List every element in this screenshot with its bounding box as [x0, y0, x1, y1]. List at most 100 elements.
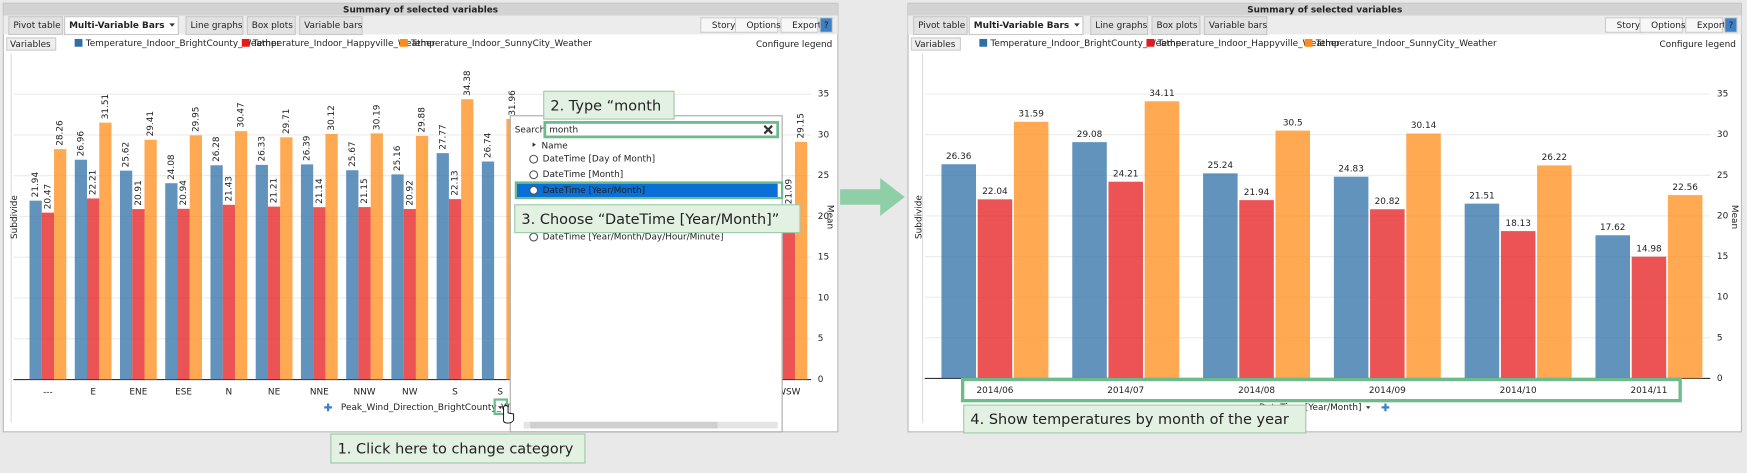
tab[interactable]: [246, 16, 296, 36]
bar: [165, 183, 178, 380]
radio[interactable]: [529, 232, 539, 242]
toolbar-button-label: Options: [746, 21, 781, 31]
tab[interactable]: [64, 16, 179, 36]
toolbar-button[interactable]: [819, 17, 833, 33]
toolbar-button[interactable]: [1639, 17, 1683, 33]
configure-legend[interactable]: Configure legend: [1660, 40, 1736, 50]
x-tick-label: WSW: [777, 387, 800, 397]
y-tick-label: 20: [1717, 211, 1729, 221]
bar: [782, 207, 795, 380]
value-label: 21.09: [784, 178, 794, 204]
bar: [119, 170, 133, 380]
clear-icon[interactable]: [763, 124, 773, 135]
search-label: Search:: [515, 126, 549, 136]
bar: [99, 122, 112, 380]
option-label[interactable]: DateTime [Year/Month/Day/Hour/Minute]: [543, 233, 724, 243]
x-axis-label[interactable]: DateTime [Year/Month]: [1259, 403, 1362, 413]
tab-label: Variable bars: [1209, 21, 1268, 31]
bar: [1108, 181, 1144, 379]
value-label: 24.83: [1338, 164, 1363, 174]
radio[interactable]: [529, 170, 539, 180]
bar: [1537, 165, 1572, 379]
x-tick-label: E: [90, 387, 96, 397]
value-label: 29.15: [797, 113, 807, 138]
y-tick-label: 0: [818, 375, 824, 385]
option-label[interactable]: DateTime [Year/Month]: [543, 186, 646, 196]
bar: [1464, 203, 1500, 379]
y-tick-label: 15: [1717, 252, 1728, 262]
callout-text: 1. Click here to change category: [338, 442, 574, 458]
x-tick-label: ESE: [175, 387, 192, 397]
variables-button[interactable]: [910, 37, 961, 51]
dropdown-caret[interactable]: [498, 406, 503, 410]
toolbar-button-label: Story: [712, 21, 736, 31]
value-label: 29.88: [418, 107, 428, 133]
tab-label: Multi-Variable Bars: [974, 21, 1069, 31]
value-label: 29.95: [191, 107, 201, 132]
bar: [41, 212, 55, 380]
configure-legend[interactable]: Configure legend: [756, 40, 832, 50]
bar: [1013, 121, 1049, 379]
value-label: 31.51: [101, 94, 111, 119]
variables-button[interactable]: [6, 37, 57, 51]
arrow: [840, 178, 905, 216]
bar: [1072, 142, 1107, 379]
tab[interactable]: [8, 16, 63, 36]
bar: [370, 133, 383, 380]
tab[interactable]: [185, 16, 244, 36]
value-label: 31.96: [508, 90, 518, 116]
value-label: 21.14: [315, 178, 325, 204]
search-input[interactable]: [543, 121, 780, 139]
x-tick-label: 2014/08: [1238, 386, 1275, 396]
tab[interactable]: [1151, 16, 1201, 36]
tab[interactable]: [913, 16, 968, 36]
bar: [436, 153, 449, 380]
tab-caret: [1074, 23, 1080, 27]
tab-label: Pivot table: [918, 21, 965, 31]
bar: [189, 135, 202, 380]
search-query: month: [549, 126, 578, 136]
cursor: [503, 405, 515, 424]
bar: [313, 207, 326, 380]
value-label: 26.36: [946, 152, 972, 162]
bar: [1144, 101, 1180, 379]
toolbar-button-label: ?: [1729, 21, 1734, 31]
toolbar-button[interactable]: [1685, 17, 1724, 33]
value-label: 20.82: [1375, 197, 1400, 207]
bar: [267, 206, 281, 380]
add-icon[interactable]: [1381, 403, 1390, 412]
toolbar-button[interactable]: [734, 17, 779, 33]
bar: [1667, 195, 1703, 379]
dropdown-caret[interactable]: [1365, 406, 1371, 410]
toolbar-button[interactable]: [780, 17, 819, 33]
option-label[interactable]: DateTime [Month]: [543, 170, 624, 180]
y-tick-label: 30: [1717, 130, 1729, 140]
panel-title: Summary of selected variables: [1247, 6, 1402, 16]
bar: [325, 133, 338, 380]
tab[interactable]: [299, 16, 363, 36]
bar: [1631, 256, 1667, 379]
scroll-thumb[interactable]: [530, 421, 718, 429]
tab[interactable]: [1090, 16, 1149, 36]
option-label[interactable]: DateTime [Day of Month]: [543, 155, 655, 165]
bar: [300, 164, 314, 380]
value-label: 21.94: [31, 172, 41, 198]
add-icon[interactable]: [324, 403, 333, 412]
tab[interactable]: [1203, 16, 1268, 36]
legend-label: Temperature_Indoor_Happyville_Weather: [252, 39, 436, 49]
bar: [481, 161, 495, 380]
value-label: 21.51: [1469, 191, 1494, 201]
radio[interactable]: [529, 154, 539, 164]
bar: [1370, 209, 1405, 379]
value-label: 21.43: [224, 176, 234, 201]
toolbar-button[interactable]: [1724, 17, 1738, 33]
callout: [330, 433, 586, 464]
tab[interactable]: [968, 16, 1084, 36]
bar: [87, 198, 100, 380]
x-tick-label: 2014/11: [1630, 386, 1667, 396]
value-label: 29.41: [146, 111, 156, 136]
radio[interactable]: [529, 185, 539, 195]
value-label: 25.62: [122, 142, 132, 167]
x-axis-label[interactable]: Peak_Wind_Direction_BrightCounty_Weather: [341, 403, 539, 413]
